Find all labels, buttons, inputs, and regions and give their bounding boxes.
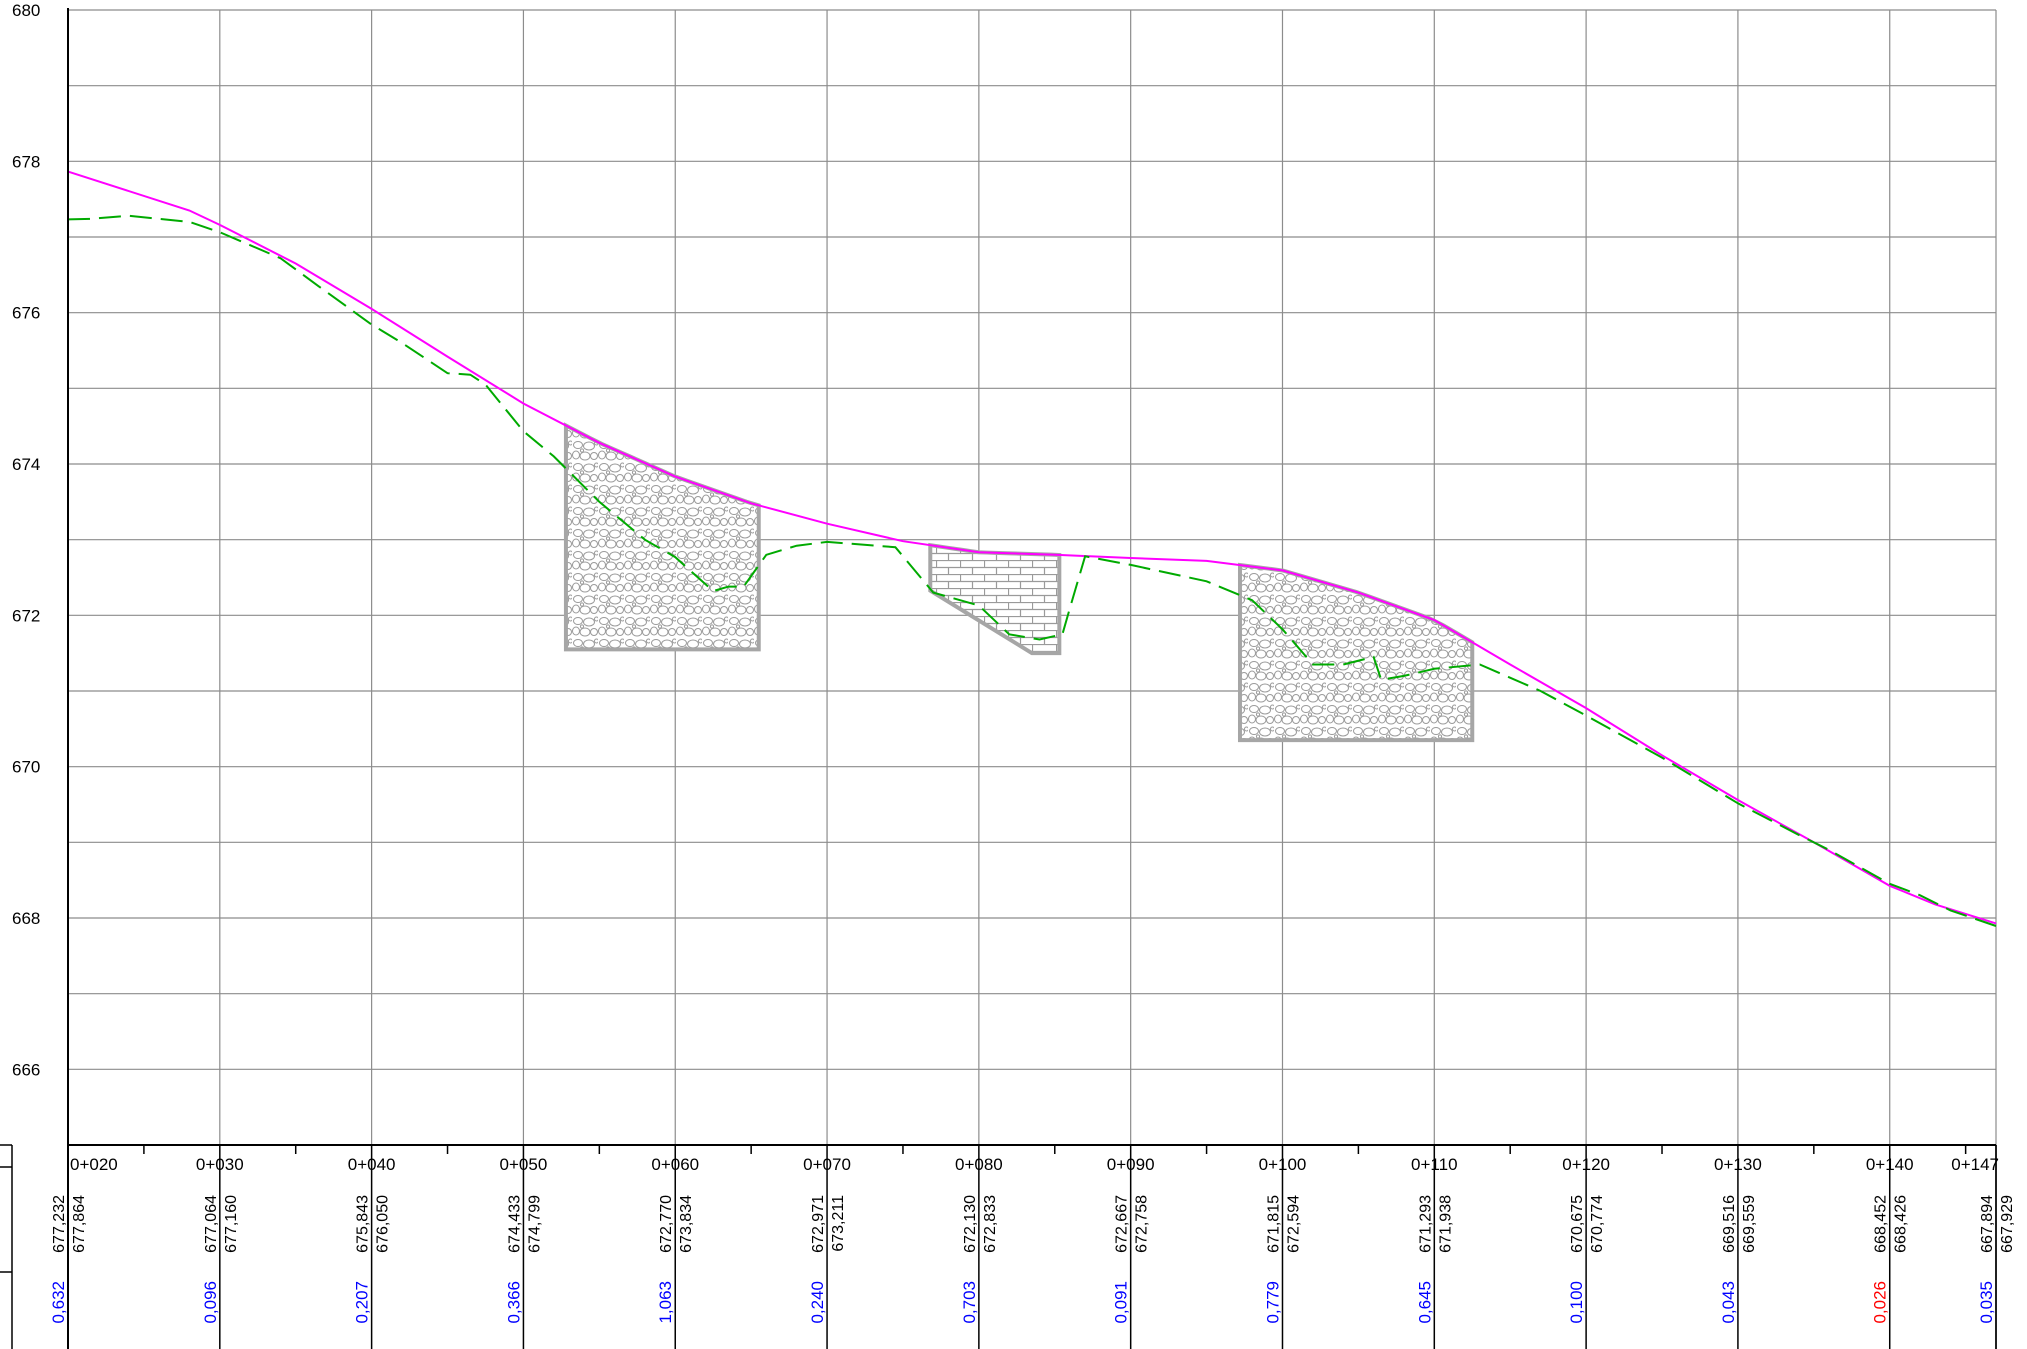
y-tick-label: 674 xyxy=(12,455,40,474)
elevation-value-design: 673,211 xyxy=(830,1195,847,1252)
elevation-difference-value: 0,366 xyxy=(504,1281,523,1324)
elevation-value-terrain: 672,770 xyxy=(658,1195,675,1253)
elevation-value-terrain: 670,675 xyxy=(1569,1195,1586,1253)
y-tick-label: 672 xyxy=(12,606,40,625)
elevation-value-terrain: 674,433 xyxy=(506,1195,523,1253)
elevation-value-design: 674,799 xyxy=(526,1195,543,1253)
elevation-value-terrain: 672,667 xyxy=(1114,1195,1131,1253)
elevation-value-terrain: 671,815 xyxy=(1265,1195,1282,1253)
elevation-value-terrain: 672,971 xyxy=(810,1195,827,1253)
elevation-value-terrain: 677,064 xyxy=(203,1195,220,1253)
grid xyxy=(67,9,1997,1145)
elevation-value-design: 672,594 xyxy=(1285,1195,1302,1253)
elevation-value-terrain: 667,894 xyxy=(1979,1195,1996,1253)
elevation-difference-value: 0,779 xyxy=(1263,1281,1282,1324)
axes: 666 668 670 672 674 676 678 680 xyxy=(12,1,1996,1349)
station-label: 0+100 xyxy=(1259,1155,1307,1174)
elevation-value-terrain: 677,232 xyxy=(51,1195,68,1253)
y-tick-label: 678 xyxy=(12,152,40,171)
elevation-value-design: 673,834 xyxy=(678,1195,695,1253)
station-label: 0+030 xyxy=(196,1155,244,1174)
station-label: 0+040 xyxy=(348,1155,396,1174)
elevation-difference-value: 0,632 xyxy=(49,1281,68,1324)
elevation-value-design: 672,833 xyxy=(982,1195,999,1253)
elevation-difference-value: 1,063 xyxy=(656,1281,675,1324)
elevation-value-terrain: 675,843 xyxy=(355,1195,372,1253)
station-label: 0+090 xyxy=(1107,1155,1155,1174)
y-tick-label: 676 xyxy=(12,304,40,323)
masonry-structure xyxy=(928,542,1062,656)
structure-fills xyxy=(563,422,1475,743)
station-label: 0+140 xyxy=(1866,1155,1914,1174)
station-label: 0+080 xyxy=(955,1155,1003,1174)
y-tick-label: 668 xyxy=(12,909,40,928)
elevation-difference-value: 0,207 xyxy=(353,1281,372,1324)
station-label: 0+120 xyxy=(1562,1155,1610,1174)
elevation-value-design: 672,758 xyxy=(1134,1195,1151,1253)
station-label: 0+110 xyxy=(1411,1155,1457,1174)
elevation-difference-value: 0,026 xyxy=(1871,1281,1890,1324)
elevation-value-design: 670,774 xyxy=(1589,1195,1606,1253)
elevation-value-terrain: 668,452 xyxy=(1873,1195,1890,1253)
terrain-line-dashed xyxy=(67,214,1997,927)
design-line-solid xyxy=(67,170,1997,925)
elevation-value-design: 669,559 xyxy=(1741,1195,1758,1253)
elevation-value-design: 667,929 xyxy=(1999,1195,2016,1253)
elevation-value-terrain: 671,293 xyxy=(1417,1195,1434,1253)
elevation-value-design: 677,864 xyxy=(71,1195,88,1253)
elevation-value-terrain: 669,516 xyxy=(1721,1195,1738,1253)
station-label: 0+050 xyxy=(500,1155,548,1174)
y-tick-label: 670 xyxy=(12,758,40,777)
elevation-difference-value: 0,091 xyxy=(1112,1281,1131,1324)
elevation-difference-value: 0,240 xyxy=(808,1281,827,1324)
elevation-value-design: 668,426 xyxy=(1893,1195,1910,1253)
station-label: 0+070 xyxy=(803,1155,851,1174)
elevation-difference-value: 0,703 xyxy=(960,1281,979,1324)
station-table: 0+020 677,232 677,864 0,632 0+030 677,064 677,… xyxy=(0,1144,2016,1349)
series-lines xyxy=(67,170,1997,927)
elevation-difference-value: 0,100 xyxy=(1567,1281,1586,1324)
y-tick-label: 680 xyxy=(12,1,40,20)
elevation-value-design: 676,050 xyxy=(375,1195,392,1253)
elevation-difference-value: 0,096 xyxy=(201,1281,220,1324)
gabion-structure xyxy=(563,422,761,652)
station-label: 0+147 xyxy=(1951,1155,1999,1174)
elevation-value-design: 677,160 xyxy=(223,1195,240,1253)
elevation-difference-value: 0,645 xyxy=(1415,1281,1434,1324)
station-label: 0+020 xyxy=(70,1155,118,1174)
y-tick-label: 666 xyxy=(12,1060,40,1079)
elevation-difference-value: 0,043 xyxy=(1719,1281,1738,1324)
elevation-difference-value: 0,035 xyxy=(1977,1281,1996,1324)
station-label: 0+130 xyxy=(1714,1155,1762,1174)
elevation-value-terrain: 672,130 xyxy=(962,1195,979,1253)
station-label: 0+060 xyxy=(651,1155,699,1174)
elevation-value-design: 671,938 xyxy=(1437,1195,1454,1253)
